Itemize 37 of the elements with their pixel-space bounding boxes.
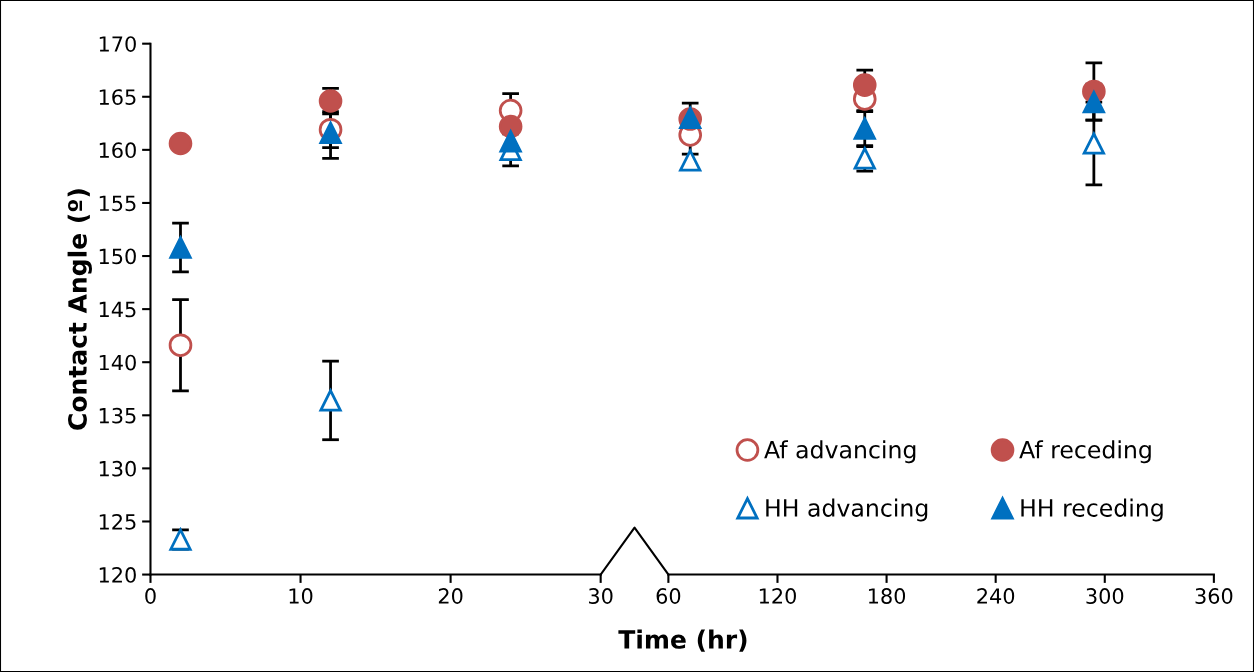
y-tick-label: 170: [99, 36, 136, 52]
x-tick-label: 0: [145, 588, 156, 604]
y-axis-title: Contact Angle (º): [67, 189, 92, 430]
x-tick-label: 240: [977, 588, 1015, 604]
point: [853, 117, 876, 140]
y-tick-label: 135: [99, 407, 136, 424]
point: [499, 130, 522, 153]
point: [679, 149, 702, 172]
x-tick-label: 300: [1086, 588, 1124, 604]
legend-label: Af receding: [1019, 440, 1151, 464]
x-tick-label: 180: [868, 588, 906, 604]
y-tick-label: 145: [99, 301, 136, 318]
legend-label: HH advancing: [766, 498, 928, 522]
y-tick-label: 165: [99, 89, 136, 105]
point: [169, 236, 192, 259]
point: [852, 73, 877, 97]
x-tick-label: 60: [656, 588, 681, 604]
x-tick-label: 120: [759, 588, 796, 604]
point: [319, 389, 342, 412]
x-tick-label: 20: [438, 588, 463, 604]
legend-label: Af advancing: [764, 440, 916, 464]
x-tick-label: 30: [589, 588, 613, 604]
x-axis-title: Time (hr): [618, 629, 747, 652]
point: [1082, 90, 1105, 114]
x-tick-label: 360: [1195, 588, 1233, 604]
y-tick-label: 160: [99, 142, 136, 159]
y-tick-label: 155: [99, 195, 136, 212]
y-tick-label: 120: [99, 567, 136, 583]
point: [1082, 132, 1105, 155]
legend-label: HH receding: [1021, 498, 1163, 522]
point: [168, 131, 193, 156]
x-tick-label: 10: [289, 588, 313, 604]
y-tick-label: 140: [99, 354, 136, 371]
point: [168, 333, 193, 358]
y-tick-label: 125: [99, 513, 136, 530]
y-tick-label: 150: [99, 248, 136, 265]
y-tick-label: 130: [99, 460, 136, 477]
